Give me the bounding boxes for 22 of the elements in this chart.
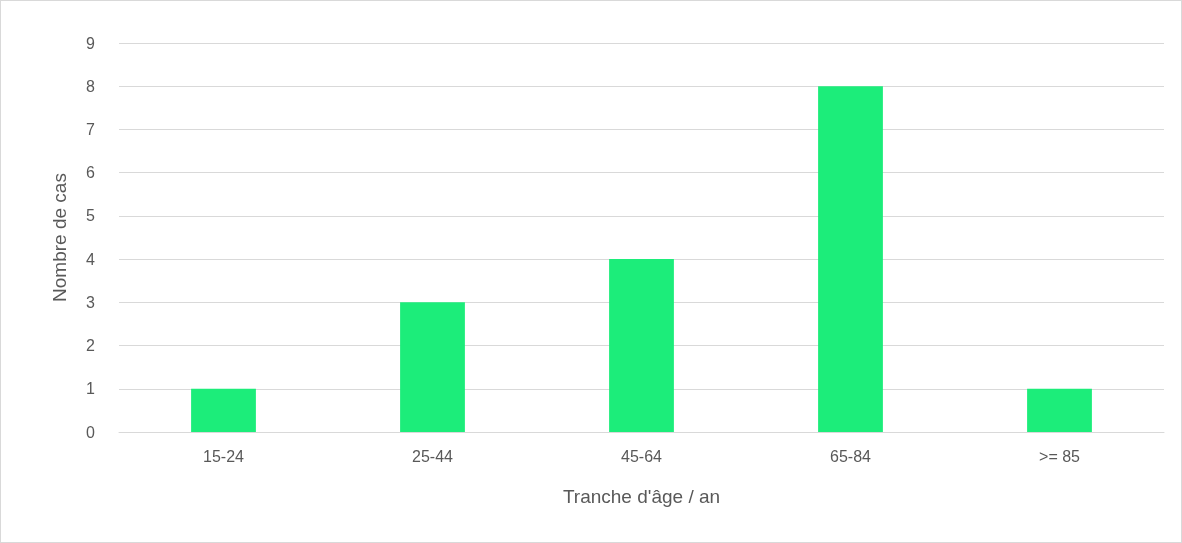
x-tick-label: 45-64 (621, 447, 663, 465)
x-tick-label: 25-44 (412, 447, 454, 465)
bar (191, 388, 256, 432)
bar (400, 302, 465, 432)
x-tick-label: 65-84 (830, 447, 872, 465)
x-tick-label: >= 85 (1039, 447, 1081, 465)
y-tick-label: 3 (86, 293, 96, 311)
bar (609, 259, 674, 432)
y-tick-label: 9 (86, 34, 96, 52)
y-tick-label: 7 (86, 120, 96, 138)
y-tick-label: 5 (86, 207, 96, 225)
y-tick-label: 0 (86, 423, 96, 441)
y-tick-label: 4 (86, 250, 96, 268)
y-tick-label: 6 (86, 164, 96, 182)
y-tick-label: 8 (86, 77, 96, 95)
bar (1027, 388, 1092, 432)
x-tick-label: 15-24 (203, 447, 245, 465)
y-tick-label: 1 (86, 380, 96, 398)
bar (818, 86, 883, 432)
y-tick-label: 2 (86, 337, 96, 355)
y-axis-title: Nombre de cas (49, 173, 70, 302)
x-axis-title: Tranche d'âge / an (562, 486, 721, 507)
